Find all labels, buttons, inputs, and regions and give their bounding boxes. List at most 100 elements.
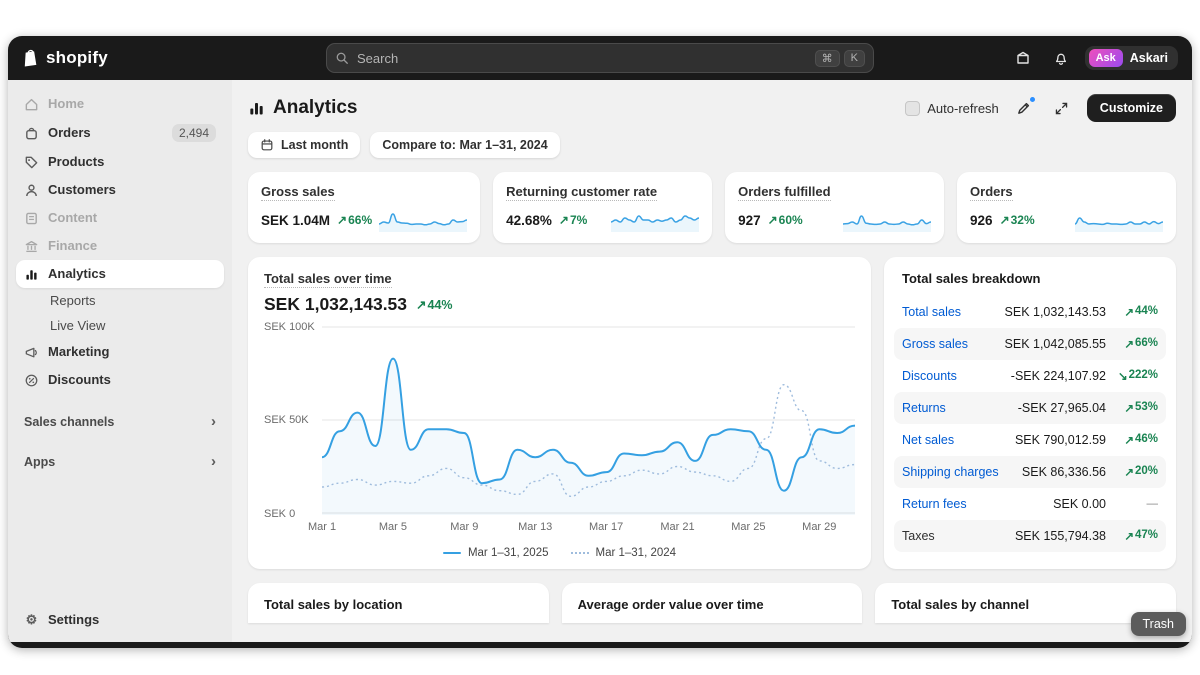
breakdown-delta: ↘ 222% — [1117, 369, 1158, 383]
breakdown-link[interactable]: Net sales — [902, 433, 955, 447]
brand-wordmark: shopify — [46, 48, 108, 67]
store-button[interactable] — [1009, 44, 1037, 72]
legend-current-period: Mar 1–31, 2025 — [442, 547, 549, 559]
bottom-card-2[interactable]: Average order value over time — [561, 583, 863, 623]
auto-refresh-toggle[interactable]: Auto-refresh — [905, 100, 999, 116]
trend-up-icon: ↗ — [767, 213, 778, 227]
user-menu[interactable]: Ask Askari — [1084, 46, 1178, 70]
notifications-button[interactable] — [1047, 44, 1075, 72]
insights-button[interactable] — [1011, 95, 1037, 121]
y-tick: SEK 0 — [264, 508, 296, 520]
breakdown-row-return-fees: Return fees SEK 0.00 — — [894, 488, 1166, 520]
metric-card-orders[interactable]: Orders 926 ↗ 32% — [957, 172, 1176, 243]
breakdown-value: SEK 1,042,085.55 — [1004, 337, 1106, 351]
breakdown-link[interactable]: Return fees — [902, 497, 967, 511]
sidebar-section-apps[interactable]: Apps › — [16, 450, 224, 474]
user-name: Askari — [1129, 51, 1168, 65]
sidebar-item-label: Products — [48, 154, 105, 169]
sidebar-item-discounts[interactable]: Discounts — [16, 366, 224, 394]
total-sales-chart-card: Total sales over time SEK 1,032,143.53 ↗… — [248, 257, 871, 569]
search-input[interactable]: Search ⌘ K — [326, 43, 874, 73]
sidebar-item-settings[interactable]: ⚙ Settings — [16, 606, 224, 634]
breakdown-link[interactable]: Gross sales — [902, 337, 968, 351]
sidebar-item-live-view[interactable]: Live View — [16, 313, 224, 338]
chevron-right-icon: › — [211, 413, 216, 430]
page-header: Analytics Auto-refresh Customize — [248, 94, 1176, 122]
trend-up-icon: ↗ — [1124, 435, 1134, 447]
bottom-card-3[interactable]: Total sales by channel — [875, 583, 1176, 623]
k-key: K — [843, 49, 865, 67]
trash-tooltip[interactable]: Trash — [1130, 612, 1186, 636]
breakdown-value: SEK 0.00 — [1053, 497, 1106, 511]
breakdown-link[interactable]: Shipping charges — [902, 465, 999, 479]
breakdown-delta: ↗ 66% — [1124, 337, 1158, 351]
metric-card-orders-fulfilled[interactable]: Orders fulfilled 927 ↗ 60% — [725, 172, 945, 243]
chart-legend: Mar 1–31, 2025 Mar 1–31, 2024 — [264, 547, 855, 559]
metric-value: 42.68% — [506, 212, 552, 228]
metric-delta: ↗ 60% — [767, 213, 803, 227]
sidebar-item-products[interactable]: Products — [16, 148, 224, 176]
sidebar-item-finance[interactable]: Finance — [16, 232, 224, 260]
trend-up-icon: ↗ — [1124, 467, 1134, 479]
sidebar-item-content[interactable]: Content — [16, 204, 224, 232]
breakdown-link[interactable]: Discounts — [902, 369, 957, 383]
bottom-card-1[interactable]: Total sales by location — [248, 583, 549, 623]
sidebar-item-home[interactable]: Home — [16, 90, 224, 118]
breakdown-row-net-sales: Net sales SEK 790,012.59 ↗ 46% — [894, 424, 1166, 456]
sidebar-section-sales-channels[interactable]: Sales channels › — [16, 410, 224, 434]
breakdown-link[interactable]: Returns — [902, 401, 946, 415]
breakdown-delta: ↗ 44% — [1124, 305, 1158, 319]
breakdown-row-shipping-charges: Shipping charges SEK 86,336.56 ↗ 20% — [894, 456, 1166, 488]
trend-up-icon: ↗ — [1124, 531, 1134, 543]
sidebar-item-label: Orders — [48, 125, 91, 140]
breakdown-delta: — — [1146, 498, 1159, 510]
metric-cards-row: Gross sales SEK 1.04M ↗ 66% Returning cus… — [248, 172, 1176, 243]
date-range-button[interactable]: Last month — [248, 132, 361, 158]
breakdown-delta: ↗ 46% — [1124, 433, 1158, 447]
shopify-logo[interactable]: shopify — [22, 48, 232, 68]
sparkline-chart — [611, 208, 700, 232]
sidebar-item-customers[interactable]: Customers — [16, 176, 224, 204]
bell-icon — [1055, 53, 1066, 65]
bottom-cards-row: Total sales by location Average order va… — [248, 583, 1176, 623]
trend-up-icon: ↗ — [337, 213, 348, 227]
x-tick: Mar 17 — [588, 521, 624, 533]
x-axis-labels: Mar 1 Mar 5 Mar 9 Mar 13 Mar 17 Mar 21 M… — [308, 521, 855, 539]
sidebar-item-orders[interactable]: Orders 2,494 — [16, 118, 224, 148]
customize-button[interactable]: Customize — [1086, 94, 1176, 122]
main-content: Analytics Auto-refresh Customize — [232, 80, 1192, 642]
auto-refresh-label: Auto-refresh — [927, 100, 999, 116]
breakdown-link[interactable]: Total sales — [902, 305, 962, 319]
charts-row: Total sales over time SEK 1,032,143.53 ↗… — [248, 257, 1176, 569]
orders-icon — [24, 126, 39, 141]
person-icon — [24, 183, 39, 198]
cmd-key: ⌘ — [814, 49, 840, 67]
metric-value: 926 — [970, 212, 993, 228]
sidebar-item-reports[interactable]: Reports — [16, 288, 224, 313]
compare-button[interactable]: Compare to: Mar 1–31, 2024 — [370, 132, 560, 158]
chevron-right-icon: › — [211, 453, 216, 470]
metric-title: Orders fulfilled — [738, 184, 831, 201]
fullscreen-button[interactable] — [1049, 95, 1075, 121]
metric-title: Returning customer rate — [506, 184, 658, 201]
trend-down-icon: ↘ — [1117, 371, 1128, 383]
metric-card-gross-sales[interactable]: Gross sales SEK 1.04M ↗ 66% — [248, 172, 481, 243]
megaphone-icon — [24, 345, 39, 360]
user-avatar-badge: Ask — [1088, 49, 1123, 67]
search-shortcut: ⌘ K — [814, 49, 865, 67]
x-tick: Mar 9 — [450, 521, 479, 533]
breakdown-label: Taxes — [902, 529, 935, 543]
page-title: Analytics — [248, 97, 357, 119]
insights-pencil-icon — [1017, 102, 1029, 114]
y-tick: SEK 100K — [264, 321, 315, 333]
sidebar-item-analytics[interactable]: Analytics — [16, 260, 224, 288]
metric-card-returning-rate[interactable]: Returning customer rate 42.68% ↗ 7% — [493, 172, 713, 243]
sidebar-item-marketing[interactable]: Marketing — [16, 338, 224, 366]
total-sales-line-chart — [322, 325, 855, 515]
auto-refresh-checkbox[interactable] — [905, 100, 921, 116]
chart-plot-area: SEK 100K SEK 50K SEK 0 — [264, 321, 855, 539]
x-tick: Mar 29 — [802, 521, 837, 533]
breakdown-value: SEK 155,794.38 — [1014, 529, 1106, 543]
total-sales-breakdown-card: Total sales breakdown Total sales SEK 1,… — [884, 257, 1176, 569]
metric-value: SEK 1.04M — [261, 212, 331, 228]
